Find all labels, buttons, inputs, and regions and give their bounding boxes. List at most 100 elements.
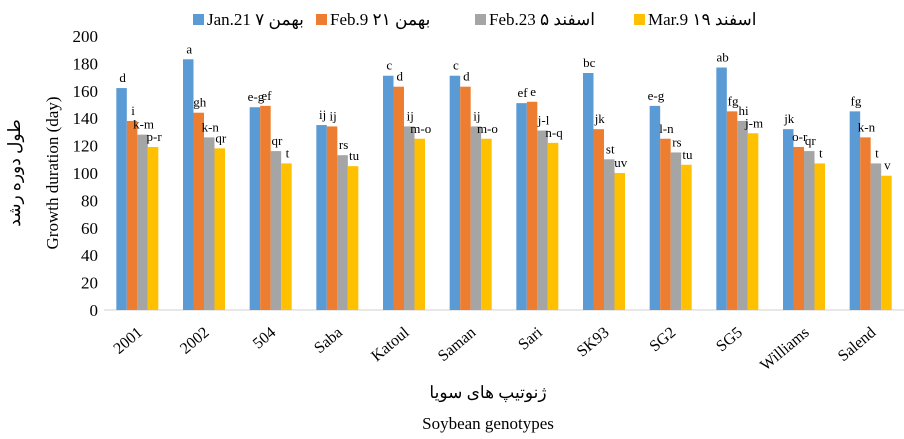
bar — [814, 163, 825, 310]
bar-significance-label: tu — [682, 147, 693, 162]
bar — [747, 133, 759, 310]
legend: Jan.21 ۷ بهمن Feb.9 ۲۱ بهمن Feb.23 ۵ اسفند… — [193, 10, 757, 30]
bar — [604, 159, 615, 310]
x-tick-label: SG5 — [713, 324, 746, 355]
legend-label: Feb.9 ۲۱ بهمن — [330, 10, 430, 30]
bar-significance-label: jk — [594, 111, 606, 126]
bar — [137, 134, 148, 310]
bar-significance-label: jk — [783, 111, 795, 126]
legend-label: Jan.21 ۷ بهمن — [207, 10, 304, 30]
bar-significance-label: ij — [407, 108, 414, 123]
x-tick-label: SG2 — [647, 324, 680, 355]
y-tick-label: 80 — [81, 191, 98, 210]
bar-significance-label: bc — [583, 55, 596, 70]
bar — [526, 101, 538, 310]
bar — [614, 173, 625, 310]
y-tick-label: 60 — [81, 219, 98, 238]
y-tick-label: 100 — [73, 164, 99, 183]
bar — [547, 142, 559, 310]
bar — [716, 67, 727, 310]
bar-significance-label: rs — [339, 137, 348, 152]
x-tick-label: Katoul — [368, 324, 413, 365]
bar — [183, 59, 194, 310]
x-tick-label: 2002 — [177, 324, 212, 358]
y-axis-title: Growth duration (day) — [43, 97, 62, 250]
bar-significance-label: n-q — [545, 125, 563, 140]
y-axis: 0 20 40 60 80 100 120 140 160 180 200 — [73, 27, 99, 320]
bar — [383, 75, 394, 310]
bar-significance-label: hi — [739, 103, 750, 118]
bar — [414, 138, 425, 310]
legend-swatch — [316, 14, 327, 25]
legend-label: Feb.23 ۵ اسفند — [489, 10, 595, 29]
bar-significance-label: p-r — [146, 129, 162, 144]
bar — [849, 111, 861, 310]
bar — [126, 120, 138, 310]
bar-significance-label: ef — [518, 85, 529, 100]
bar — [737, 120, 748, 310]
bar — [460, 86, 471, 310]
y-tick-label: 180 — [73, 54, 99, 73]
y-tick-label: 0 — [90, 301, 99, 320]
bar-significance-label: a — [186, 41, 192, 56]
bar — [470, 126, 482, 310]
bar-significance-label: c — [386, 58, 392, 73]
x-tick-label: 2001 — [110, 324, 145, 358]
bar — [860, 137, 871, 310]
bar-significance-label: d — [463, 69, 470, 84]
y-tick-label: 160 — [73, 82, 99, 101]
x-tick-label: Saba — [311, 324, 346, 357]
bar-significance-label: t — [286, 145, 290, 160]
bar-significance-label: d — [119, 70, 126, 85]
x-tick-label: Salend — [835, 324, 879, 365]
x-tick-label: Saman — [435, 324, 479, 365]
x-tick-label: Williams — [757, 324, 812, 374]
x-axis-title: Soybean genotypes — [422, 414, 554, 433]
bar-significance-label: m-o — [410, 121, 431, 136]
bar — [670, 152, 682, 310]
bar-significance-label: d — [397, 69, 404, 84]
bar — [793, 146, 804, 310]
bar — [347, 166, 359, 310]
bar-significance-label: m-o — [477, 121, 498, 136]
bar — [316, 125, 327, 310]
bar — [649, 105, 661, 311]
bar — [204, 137, 215, 310]
bar-significance-label: fg — [728, 93, 739, 108]
bar-significance-label: uv — [614, 155, 628, 170]
bar-significance-label: ab — [716, 50, 728, 65]
bar — [116, 88, 127, 310]
legend-label: Mar.9 ۱۹ اسفند — [648, 10, 757, 29]
bar — [516, 103, 527, 310]
bar-significance-label: j-l — [537, 113, 550, 128]
bar — [783, 129, 794, 310]
bar-significance-label: e-g — [648, 88, 665, 103]
y-tick-label: 40 — [81, 246, 98, 265]
bar-significance-label: c — [453, 58, 459, 73]
bar — [281, 163, 292, 310]
bar-significance-label: e-g — [248, 89, 265, 104]
bar-significance-label: qr — [215, 130, 227, 145]
legend-swatch — [193, 14, 204, 25]
bar — [393, 86, 404, 310]
bar — [870, 163, 882, 310]
bar — [881, 175, 892, 310]
bar — [593, 129, 604, 310]
bar — [214, 148, 225, 310]
x-tick-label: Sari — [515, 324, 546, 354]
bar-significance-label: t — [875, 145, 879, 160]
bar-significance-label: ij — [319, 107, 326, 122]
bar — [260, 105, 271, 311]
bar — [804, 151, 815, 310]
y-axis-title-persian: طول دوره رشد — [5, 119, 25, 226]
y-tick-label: 120 — [73, 137, 99, 156]
bar-significance-label: qr — [271, 133, 283, 148]
x-tick-label: 504 — [250, 324, 279, 352]
bar — [537, 130, 548, 310]
bar — [681, 164, 692, 310]
x-axis-title-persian: ژنوتیپ های سویا — [429, 383, 546, 403]
bar-significance-label: rs — [672, 134, 681, 149]
bar-significance-label: ef — [261, 88, 272, 103]
